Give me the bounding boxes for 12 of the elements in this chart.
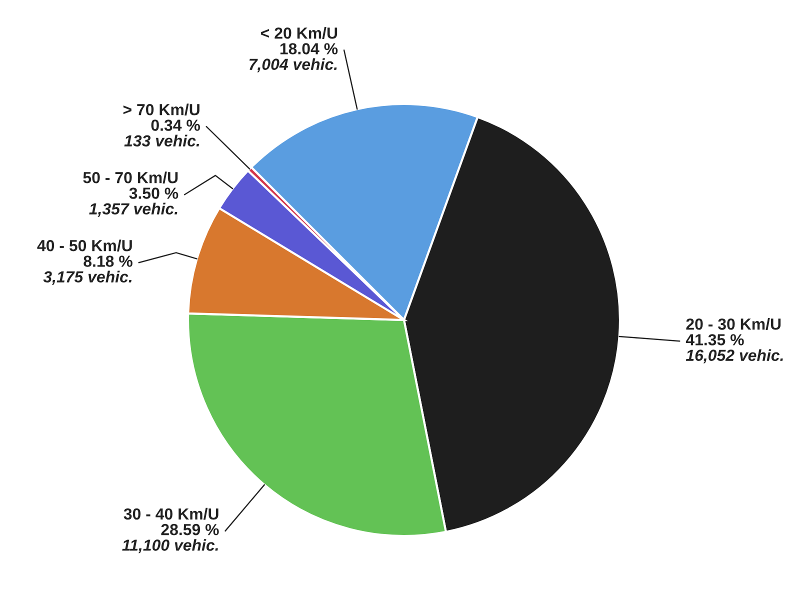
- data-label: 18.04 % 7,004 vehic.: [249, 43, 338, 72]
- slice-label: 40 - 50 Km/U: [37, 240, 132, 252]
- slice-label: 50 - 70 Km/U: [83, 172, 178, 184]
- data-label: 3.50 % 1,357 vehic.: [89, 188, 178, 217]
- slice-label: 30 - 40 Km/U: [124, 508, 218, 520]
- data-label: 0.34 % 133 vehic.: [124, 120, 200, 146]
- data-label: 28.59 % 11,100 vehic.: [122, 524, 219, 554]
- data-label: 41.35 % 16,052 vehic.: [686, 334, 783, 364]
- data-label: 8.18 % 3,175 vehic.: [43, 256, 132, 285]
- slice-label: < 20 Km/U: [261, 27, 338, 39]
- slice-label: 20 - 30 Km/U: [686, 318, 781, 330]
- slice-label: > 70 Km/U: [123, 104, 200, 116]
